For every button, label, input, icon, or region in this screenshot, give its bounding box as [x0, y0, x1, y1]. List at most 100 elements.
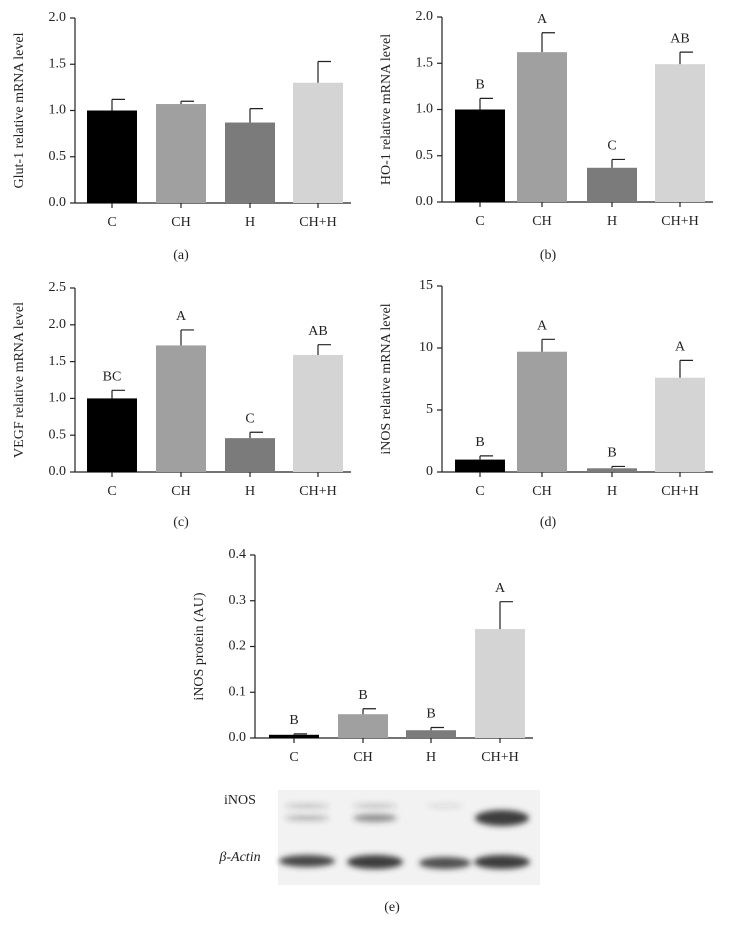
- x-tick-label: CH: [171, 215, 190, 230]
- annotation: B: [607, 446, 616, 461]
- x-tick-label: CH: [353, 750, 372, 765]
- western-blot: [278, 790, 540, 885]
- panel-caption: (c): [173, 515, 189, 530]
- bar: [517, 52, 567, 203]
- blot-label: iNOS: [224, 793, 256, 808]
- panel-caption: (b): [540, 248, 557, 263]
- y-tick-label: 2.0: [49, 10, 67, 25]
- y-tick-label: 2.5: [49, 280, 67, 295]
- y-tick-label: 0.1: [229, 684, 247, 699]
- bar: [87, 110, 137, 203]
- bar: [225, 438, 275, 472]
- y-tick-label: 1.5: [49, 354, 67, 369]
- annotation: C: [245, 411, 254, 426]
- x-tick-label: CH: [532, 214, 551, 229]
- y-tick-label: 0.2: [229, 639, 247, 654]
- y-tick-label: 1.0: [416, 102, 434, 117]
- annotation: AB: [308, 324, 327, 339]
- x-tick-label: C: [107, 215, 116, 230]
- annotation: B: [358, 688, 367, 703]
- x-tick-label: H: [426, 750, 436, 765]
- panel-caption: (a): [173, 248, 189, 263]
- x-tick-label: C: [107, 484, 116, 499]
- x-tick-label: C: [475, 214, 484, 229]
- annotation: A: [176, 309, 187, 324]
- panel-caption: (e): [384, 900, 400, 915]
- annotation: B: [289, 713, 298, 728]
- panel-caption: (d): [540, 515, 557, 530]
- y-tick-label: 0.0: [49, 464, 67, 479]
- annotation: C: [607, 139, 616, 154]
- annotation: B: [426, 707, 435, 722]
- y-axis-title: HO-1 relative mRNA level: [379, 34, 394, 185]
- bar: [517, 351, 567, 472]
- error-bar: [479, 97, 493, 110]
- y-tick-label: 1.5: [49, 56, 67, 71]
- bar: [293, 354, 343, 472]
- bar: [587, 167, 637, 202]
- y-tick-label: 0.0: [416, 194, 434, 209]
- annotation: BC: [103, 370, 122, 385]
- annotation: A: [537, 12, 548, 27]
- y-tick-label: 1.0: [49, 103, 67, 118]
- annotation: B: [475, 78, 484, 93]
- x-tick-label: H: [245, 484, 255, 499]
- y-tick-label: 1.0: [49, 391, 67, 406]
- x-tick-label: CH+H: [661, 484, 698, 499]
- annotation: AB: [670, 31, 689, 46]
- x-tick-label: H: [245, 215, 255, 230]
- x-tick-label: CH: [532, 484, 551, 499]
- y-tick-label: 5: [426, 402, 433, 417]
- x-tick-label: CH+H: [299, 215, 336, 230]
- bar: [475, 629, 525, 738]
- y-tick-label: 0.0: [229, 730, 247, 745]
- y-tick-label: 0.3: [229, 593, 247, 608]
- y-tick-label: 1.5: [416, 55, 434, 70]
- bar: [225, 122, 275, 203]
- error-bar: [679, 51, 693, 65]
- annotation: B: [475, 435, 484, 450]
- y-tick-label: 0.4: [229, 547, 247, 562]
- error-bar: [611, 158, 625, 168]
- bar: [655, 64, 705, 202]
- bar: [455, 109, 505, 202]
- error-bar: [293, 733, 307, 735]
- x-tick-label: C: [289, 750, 298, 765]
- y-tick-label: 10: [419, 340, 433, 355]
- error-bar: [479, 455, 493, 460]
- bar: [156, 345, 206, 472]
- blot-label: β-Actin: [218, 850, 260, 865]
- bar: [269, 734, 319, 738]
- bar: [455, 459, 505, 472]
- bar: [87, 398, 137, 472]
- x-tick-label: CH: [171, 484, 190, 499]
- error-bar: [541, 32, 555, 53]
- annotation: A: [675, 340, 686, 355]
- bar: [655, 377, 705, 472]
- x-tick-label: H: [607, 214, 617, 229]
- y-axis-title: iNOS protein (AU): [192, 592, 207, 700]
- x-tick-label: C: [475, 484, 484, 499]
- error-bar: [430, 726, 444, 731]
- bar: [156, 104, 206, 203]
- error-bar: [111, 98, 125, 111]
- y-tick-label: 0.5: [49, 427, 67, 442]
- x-tick-label: CH+H: [661, 214, 698, 229]
- error-bar: [249, 108, 263, 123]
- y-axis-title: VEGF relative mRNA level: [12, 302, 27, 458]
- error-bar: [362, 708, 376, 715]
- error-bar: [499, 601, 513, 630]
- y-tick-label: 15: [419, 278, 433, 293]
- error-bar: [180, 329, 194, 346]
- annotation: A: [495, 581, 506, 596]
- error-bar: [317, 60, 331, 83]
- error-bar: [679, 359, 693, 378]
- error-bar: [611, 465, 625, 469]
- y-axis-title: iNOS relative mRNA level: [379, 303, 394, 454]
- y-tick-label: 2.0: [49, 317, 67, 332]
- bar: [338, 714, 388, 738]
- y-tick-label: 0.5: [416, 148, 434, 163]
- x-tick-label: CH+H: [299, 484, 336, 499]
